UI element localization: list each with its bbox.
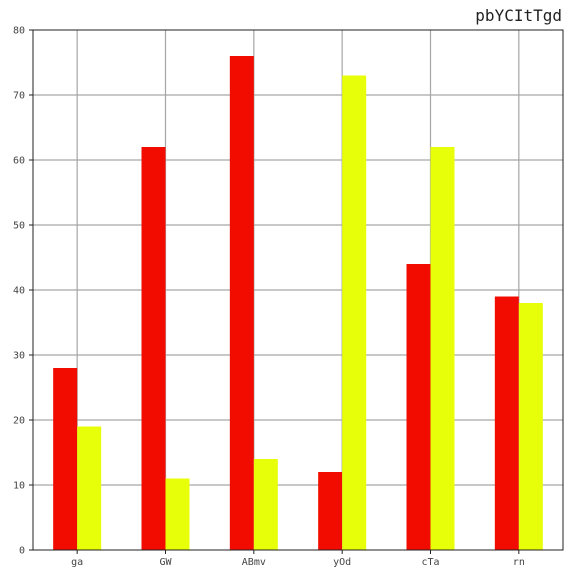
y-tick-label: 10 [13,481,25,492]
bar-series-2-rn [518,303,543,550]
x-tick-label: ABmv [242,557,266,568]
bar-series-2-yOd [342,75,367,550]
x-tick-label: ga [71,557,83,568]
bar-series-1-ga [53,368,78,550]
bar-series-1-rn [494,296,519,550]
x-tick-label: cTa [421,557,439,568]
x-tick-label: rn [513,557,525,568]
y-tick-label: 50 [13,221,25,232]
bar-series-2-ABmv [253,459,278,550]
bar-series-1-GW [141,147,166,550]
x-axis: ga GW ABmv yOd cTa rn [71,550,525,568]
y-tick-label: 30 [13,351,25,362]
y-tick-label: 80 [13,26,25,37]
bars [53,56,543,550]
chart-title: pbYCItTgd [475,6,562,25]
bar-series-1-ABmv [229,56,254,550]
x-tick-label: GW [159,557,172,568]
y-tick-label: 40 [13,286,25,297]
x-tick-label: yOd [333,557,351,568]
y-tick-label: 60 [13,156,25,167]
bar-series-1-cTa [406,264,431,550]
y-tick-label: 0 [19,546,25,557]
bar-series-2-cTa [430,147,455,550]
bar-series-2-ga [77,426,102,550]
bar-series-1-yOd [318,472,343,550]
y-tick-label: 20 [13,416,25,427]
y-axis: 0 10 20 30 40 50 60 70 80 [13,26,33,557]
y-tick-label: 70 [13,91,25,102]
bar-series-2-GW [165,478,190,550]
